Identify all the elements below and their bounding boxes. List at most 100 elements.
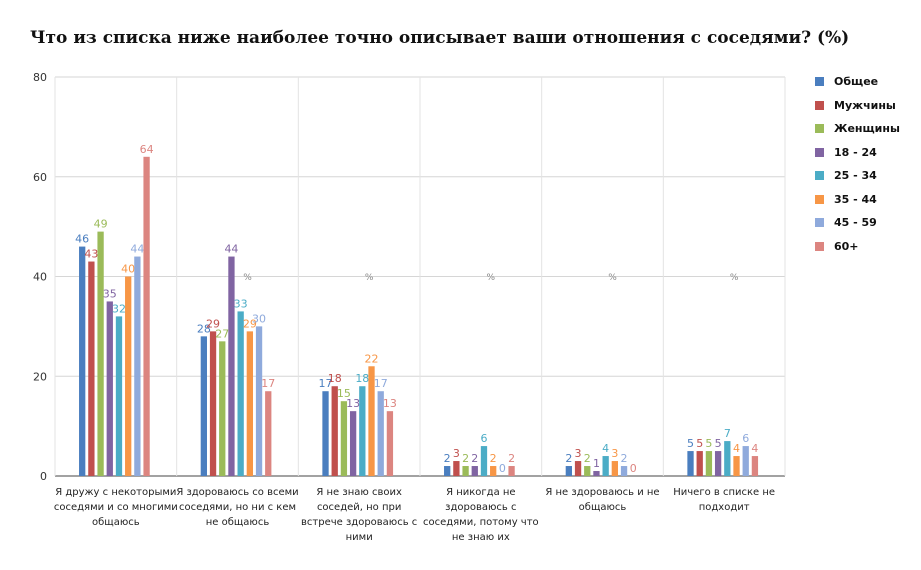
bar [368, 366, 375, 476]
annotation-percent: % [243, 273, 252, 283]
legend-item: 18 - 24 [815, 141, 900, 165]
data-label: 2 [462, 452, 469, 465]
data-label: 2 [508, 452, 515, 465]
data-label: 4 [751, 442, 758, 455]
data-label: 2 [444, 452, 451, 465]
x-tick-label: Я дружу с некоторыми соседями и со многи… [53, 487, 178, 528]
data-label: 18 [328, 372, 342, 385]
bar [200, 336, 207, 476]
data-label: 3 [453, 447, 460, 460]
bar [584, 466, 591, 476]
annotation-percent: % [608, 273, 617, 283]
data-label: 64 [140, 143, 154, 156]
bar [714, 451, 722, 476]
bar [508, 466, 515, 476]
data-label: 0 [499, 462, 506, 475]
data-label: 22 [365, 352, 379, 365]
annotation-percent: % [365, 273, 374, 283]
x-tick-label: Я здороваюсь со всеми соседями, но ни с … [176, 487, 299, 528]
data-label: 1 [593, 457, 600, 470]
bar [444, 466, 451, 476]
legend-item: 35 - 44 [815, 188, 900, 212]
bar [265, 391, 272, 476]
legend-swatch [815, 218, 824, 228]
x-tick-label: Я не здороваюсь и не общаюсь [545, 487, 660, 513]
bar [620, 466, 628, 476]
data-label: 17 [319, 377, 333, 390]
bar [143, 156, 150, 477]
bar [134, 256, 141, 476]
x-tick-label: Я никогда не здороваюсь с соседями, пото… [422, 487, 539, 543]
bar [228, 256, 235, 476]
bar [593, 471, 600, 476]
data-label: 44 [224, 243, 238, 256]
legend-label: 35 - 44 [834, 192, 877, 206]
data-label: 32 [112, 302, 126, 315]
legend-item: 60+ [815, 235, 900, 259]
y-tick-label: 20 [33, 370, 47, 383]
data-label: 2 [565, 452, 572, 465]
bar [219, 341, 226, 476]
bar [696, 451, 703, 476]
bar [359, 386, 366, 476]
data-label: 5 [715, 437, 722, 450]
bar [724, 441, 731, 476]
data-label: 49 [94, 218, 108, 231]
bar [255, 326, 263, 476]
y-tick-label: 60 [33, 171, 47, 184]
bar [453, 461, 460, 476]
data-label: 4 [602, 442, 609, 455]
bar [246, 331, 253, 476]
bar [106, 301, 113, 476]
legend-item: 45 - 59 [815, 211, 900, 235]
y-tick-label: 80 [33, 71, 47, 84]
annotation-percent: % [730, 273, 739, 283]
data-label: 5 [705, 437, 712, 450]
data-label: 44 [130, 243, 144, 256]
data-label: 46 [75, 233, 89, 246]
data-label: 30 [252, 312, 266, 325]
bar [742, 446, 749, 476]
bar [386, 411, 394, 476]
data-label: 7 [724, 427, 731, 440]
legend-swatch [815, 147, 824, 157]
legend-item: Общее [815, 70, 900, 94]
bar [705, 451, 713, 476]
y-tick-label: 40 [33, 271, 47, 284]
data-label: 0 [630, 462, 637, 475]
data-label: 2 [471, 452, 478, 465]
bar [471, 466, 478, 476]
data-label: 6 [480, 432, 487, 445]
data-label: 5 [696, 437, 703, 450]
data-label: 29 [206, 317, 220, 330]
bar [349, 411, 357, 476]
legend-item: Мужчины [815, 94, 900, 118]
x-tick-label: Ничего в списке не подходит [673, 487, 776, 513]
legend: Общее Мужчины Женщины 18 - 24 25 - 34 35 - 44… [815, 70, 900, 258]
bar [79, 246, 86, 476]
data-label: 43 [84, 248, 98, 261]
data-label: 40 [121, 263, 135, 276]
legend-swatch [815, 77, 824, 87]
data-label: 13 [346, 397, 360, 410]
legend-label: Женщины [834, 122, 900, 136]
legend-swatch [815, 124, 824, 134]
bar [97, 231, 104, 476]
legend-item: 25 - 34 [815, 164, 900, 188]
data-label: 5 [687, 437, 694, 450]
bar [340, 401, 348, 476]
data-label: 35 [103, 287, 117, 300]
bar [125, 276, 132, 476]
bar [209, 331, 217, 476]
legend-swatch [815, 171, 824, 181]
x-tick-label: Я не знаю своих соседей, но при встрече … [301, 487, 418, 543]
data-label: 18 [355, 372, 369, 385]
data-label: 17 [261, 377, 275, 390]
data-label: 4 [733, 442, 740, 455]
bar [602, 456, 609, 476]
bar [322, 391, 329, 476]
data-label: 13 [383, 397, 397, 410]
legend-label: 18 - 24 [834, 145, 877, 159]
data-label: 28 [197, 322, 211, 335]
